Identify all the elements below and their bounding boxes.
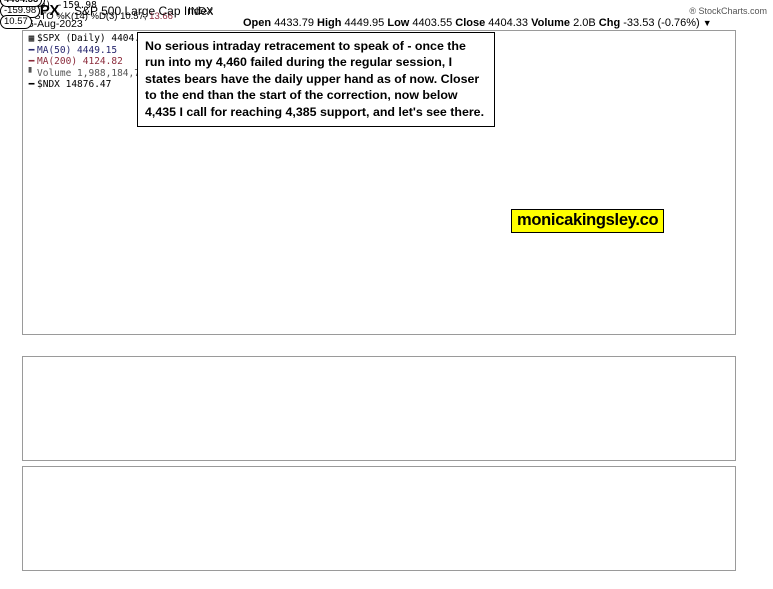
quote-date: 16-Aug-2023 [22,18,83,30]
high-label: High [317,17,342,29]
high-value: 4449.95 [344,17,385,29]
cci-plot [23,357,735,460]
symbol-name: S&P 500 Large Cap Index [74,4,214,18]
quote-bar: Open 4433.79 High 4449.95 Low 4403.55 Cl… [243,17,712,29]
chg-label: Chg [598,17,621,29]
legend-volume: Volume 1,988,184,704 [37,67,152,79]
volume-value: 2.0B [573,17,596,29]
candle-icon: ▦ [28,33,35,44]
symbol-exchange: INDX [188,5,214,17]
legend-ma50: MA(50) 4449.15 [37,44,118,56]
sto-legend-text: Slow STO %K(14) %D(3) 10.57, [11,11,150,22]
callout-stochastics: 10.57 [0,15,32,29]
ndx-line-icon: ━ [28,79,35,91]
watermark-label: monicakingsley.co [511,209,665,233]
ma50-line-icon: ━ [28,44,35,56]
stochastics-plot [23,467,735,570]
open-value: 4433.79 [274,17,314,29]
legend-ndx: $NDX 14876.47 [37,79,112,91]
callout-close: 4404.33 [0,0,43,7]
chart-header: $SPX S&P 500 Large Cap Index INDX 16-Aug… [0,0,773,30]
close-label: Close [455,17,486,29]
sto-d-value: 13.66 [149,11,173,22]
price-legend: ▦ $SPX (Daily) 4404.33 ━ MA(50) 4449.15 ━ M… [26,33,152,91]
low-label: Low [387,17,410,29]
close-value: 4404.33 [488,17,529,29]
annotation-textbox: No serious intraday retracement to speak… [137,32,495,128]
volume-bars-icon: ▘ [28,67,35,79]
cci-legend-text: CCI(20) -159.98 [11,0,97,11]
x-axis-stochastics [22,572,736,588]
stockcharts-credit: ® StockCharts.com [689,6,767,16]
chevron-down-icon[interactable]: ▼ [702,18,712,28]
x-axis-price [22,336,736,352]
low-value: 4403.55 [412,17,453,29]
legend-spx: $SPX (Daily) 4404.33 [37,33,152,44]
ma200-line-icon: ━ [28,56,35,68]
legend-ma200: MA(200) 4124.82 [37,56,123,68]
volume-label: Volume [531,17,571,29]
open-label: Open [243,17,272,29]
chg-value: -33.53 (-0.76%) [623,17,700,29]
cci-panel[interactable] [22,356,736,461]
stochastics-panel[interactable] [22,466,736,571]
